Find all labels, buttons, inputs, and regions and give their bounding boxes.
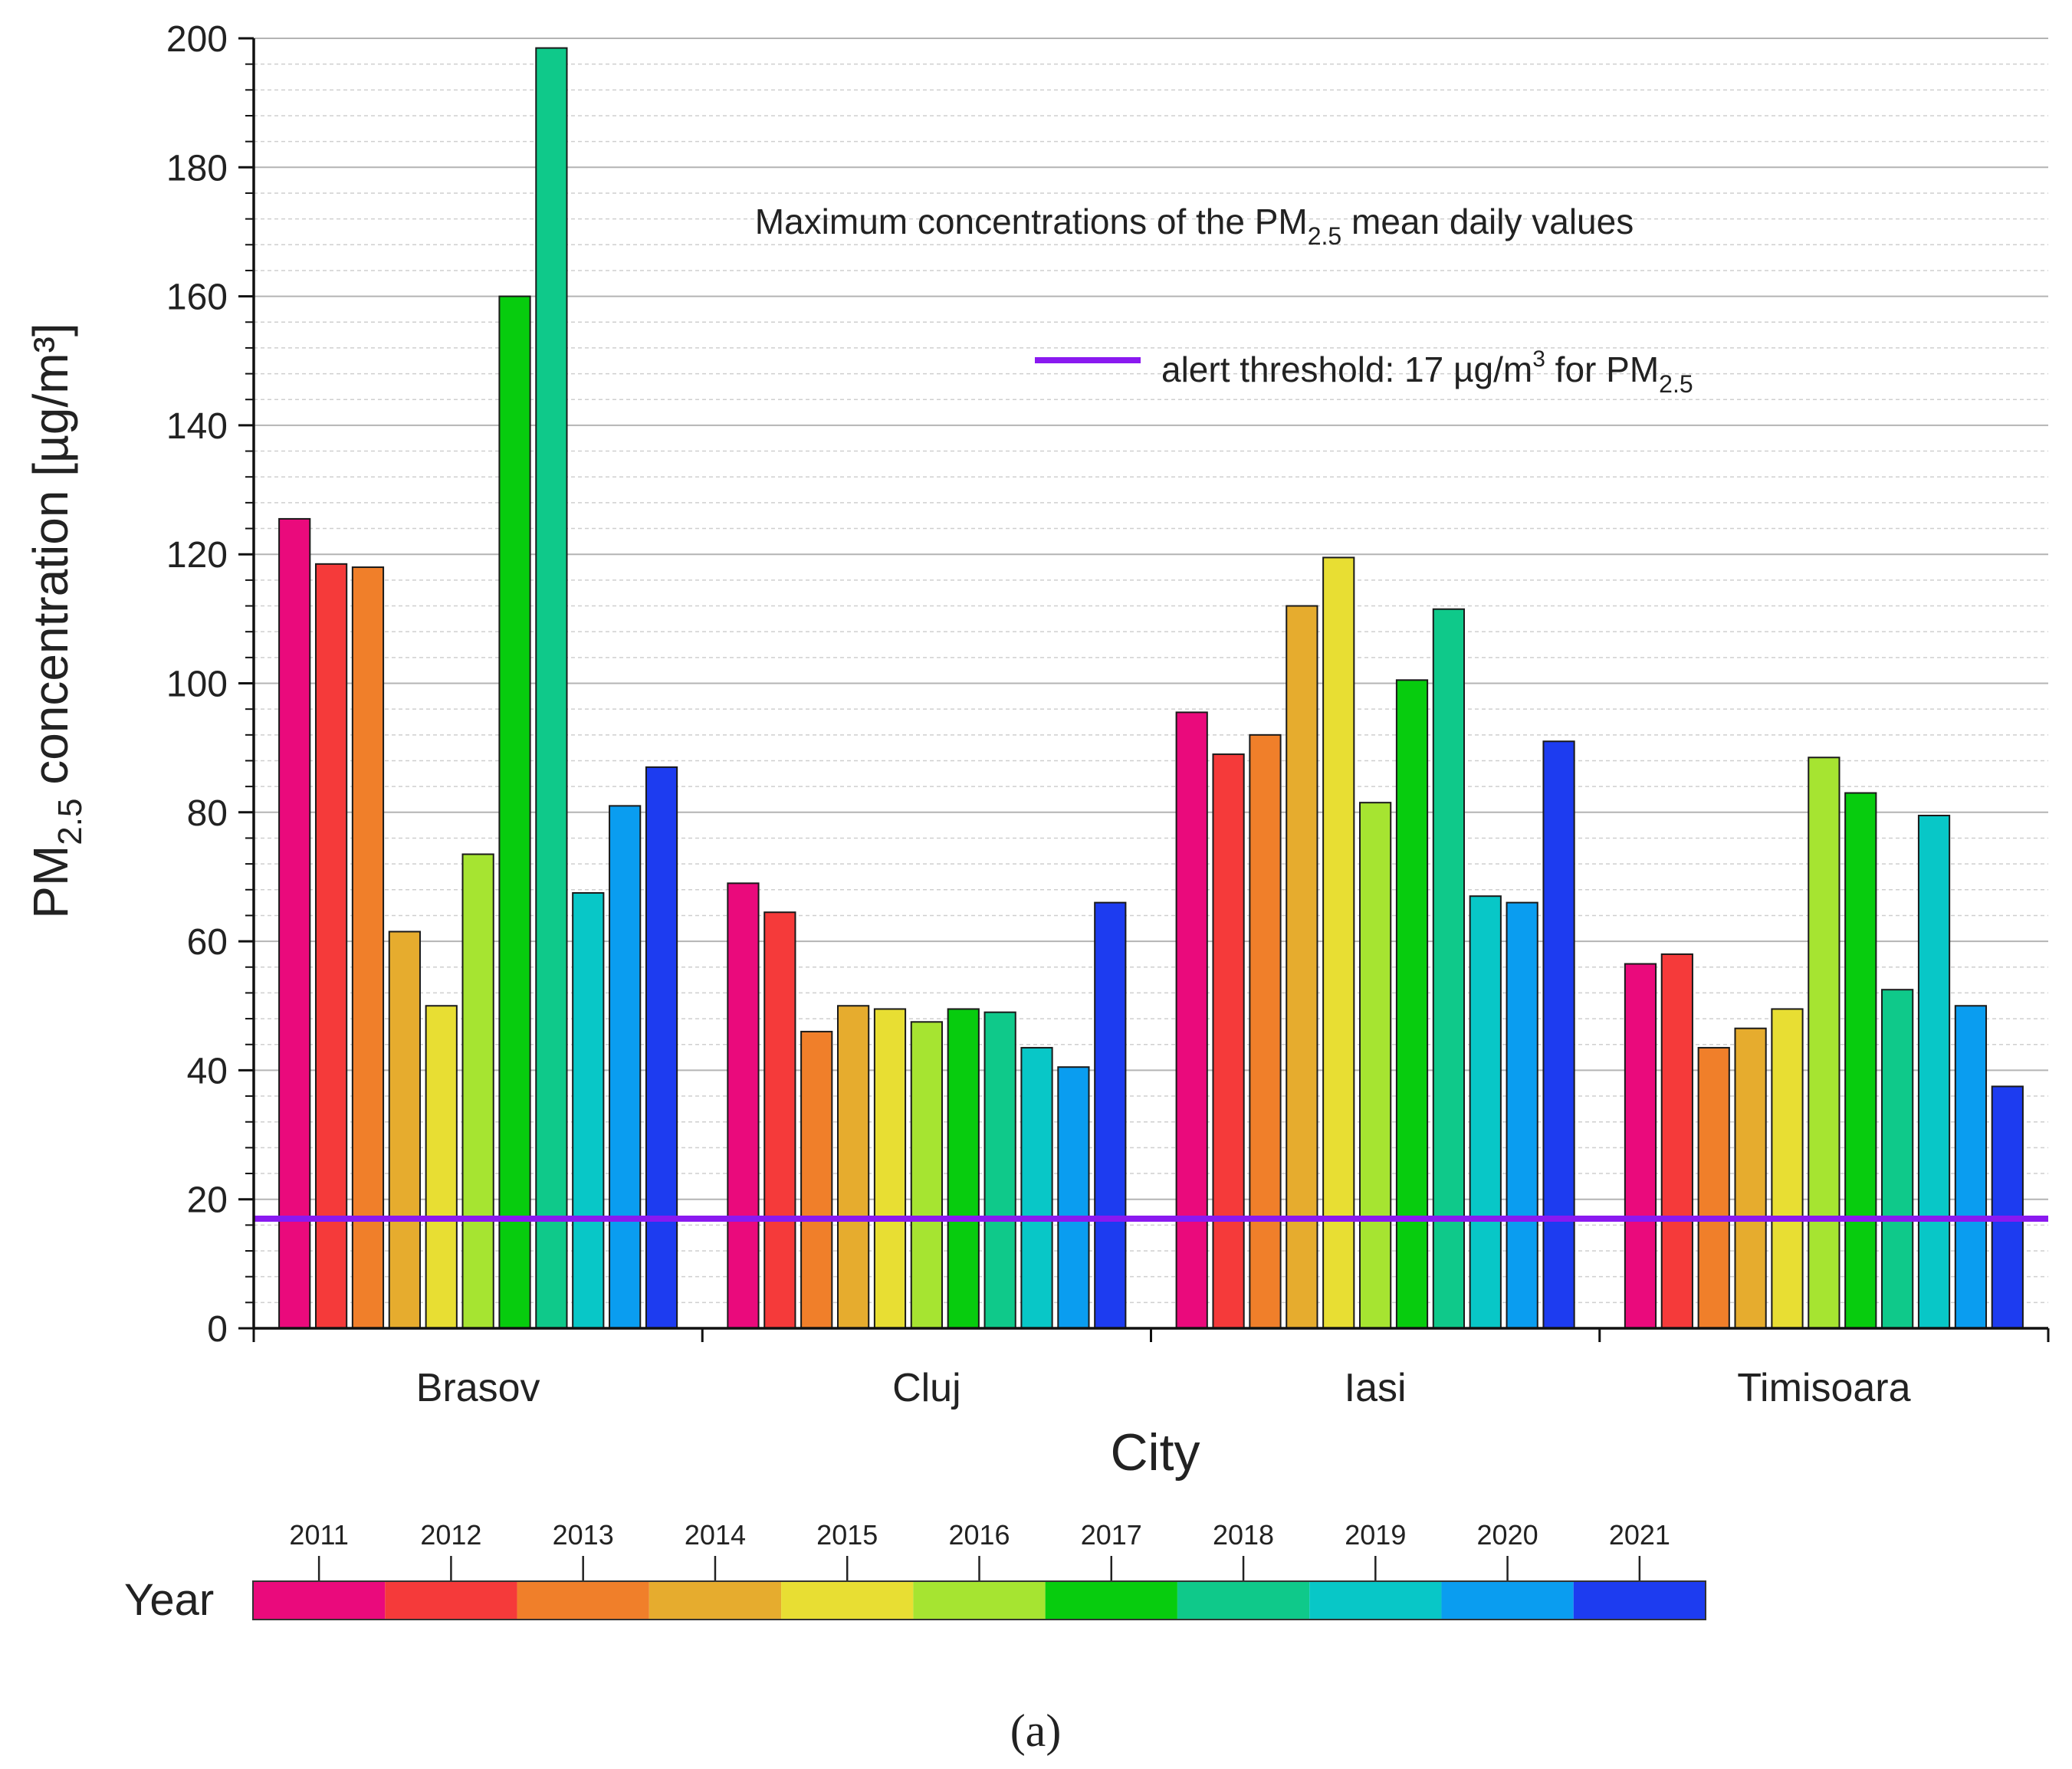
y-tick-labels: 0 20 40 60 80 100 120 140 160 180 200 — [166, 19, 228, 1350]
colorbar-label: Year — [124, 1575, 214, 1625]
y-tick-label: 200 — [166, 19, 228, 60]
y-tick-label: 180 — [166, 148, 228, 189]
colorbar-year-labels: 2011 2012 2013 2014 2015 2016 2017 2018 2019 2020… — [289, 1519, 1670, 1551]
bar-cluj-2012 — [763, 911, 796, 1330]
bar-timisoara-2019 — [1917, 815, 1951, 1329]
colorbar-frame — [252, 1580, 1706, 1620]
y-tick-label: 100 — [166, 665, 228, 705]
colorbar-cell-2021 — [1573, 1581, 1706, 1620]
bar-timisoara-2021 — [1991, 1085, 2024, 1329]
y-tick-label: 80 — [187, 793, 228, 834]
colorbar-year-label: 2014 — [685, 1519, 746, 1551]
bar-timisoara-2014 — [1734, 1027, 1767, 1329]
colorbar-year-label: 2012 — [420, 1519, 481, 1551]
colorbar-cell-2011 — [253, 1581, 386, 1620]
bar-iasi-2015 — [1322, 556, 1355, 1329]
colorbar-cell-2018 — [1177, 1581, 1310, 1620]
bars — [278, 47, 2024, 1330]
bar-timisoara-2012 — [1660, 953, 1693, 1330]
bar-iasi-2018 — [1432, 608, 1466, 1329]
colorbar-cell-2015 — [781, 1581, 914, 1620]
bar-cluj-2020 — [1057, 1066, 1090, 1329]
bar-cluj-2015 — [873, 1008, 907, 1330]
y-tick-label: 20 — [187, 1180, 228, 1221]
x-tick-label: Cluj — [892, 1366, 961, 1410]
bar-brasov-2021 — [645, 766, 678, 1329]
colorbar-cell-2013 — [517, 1581, 649, 1620]
bar-iasi-2020 — [1506, 901, 1538, 1329]
bar-cluj-2011 — [727, 882, 760, 1329]
bar-iasi-2011 — [1175, 711, 1208, 1329]
y-tick-label: 160 — [166, 277, 228, 318]
bar-timisoara-2018 — [1881, 989, 1914, 1330]
bar-iasi-2012 — [1212, 753, 1245, 1329]
x-axis-label: City — [1110, 1423, 1200, 1482]
y-tick-label: 0 — [207, 1309, 228, 1350]
bar-iasi-2017 — [1395, 679, 1429, 1329]
bar-cluj-2013 — [800, 1030, 833, 1330]
bar-iasi-2014 — [1286, 605, 1318, 1329]
bar-cluj-2017 — [947, 1008, 980, 1330]
y-tick-label: 120 — [166, 535, 228, 576]
x-tick-label: Brasov — [416, 1366, 540, 1410]
colorbar-year-label: 2019 — [1345, 1519, 1406, 1551]
colorbar-year-label: 2015 — [816, 1519, 878, 1551]
bar-brasov-2020 — [609, 805, 642, 1329]
y-tick-label: 140 — [166, 406, 228, 447]
bar-brasov-2012 — [314, 563, 348, 1329]
bar-brasov-2016 — [461, 853, 494, 1330]
colorbar-cell-2019 — [1309, 1581, 1442, 1620]
bar-brasov-2017 — [498, 295, 531, 1330]
bar-timisoara-2016 — [1808, 757, 1841, 1329]
colorbar-cell-2017 — [1045, 1581, 1177, 1620]
bar-iasi-2021 — [1542, 740, 1575, 1329]
bar-timisoara-2020 — [1954, 1005, 1988, 1329]
colorbar-cell-2014 — [649, 1581, 782, 1620]
axes — [238, 37, 2050, 1342]
year-colorbar — [252, 1556, 1706, 1620]
bar-timisoara-2013 — [1697, 1046, 1730, 1329]
colorbar-year-label: 2017 — [1081, 1519, 1142, 1551]
colorbar-cell-2016 — [913, 1581, 1046, 1620]
colorbar-year-label: 2011 — [289, 1519, 348, 1551]
legend-threshold-label: alert threshold: 17 µg/m3 for PM2.5 — [1161, 346, 1693, 398]
bar-brasov-2015 — [425, 1005, 458, 1329]
bar-timisoara-2011 — [1624, 963, 1657, 1329]
colorbar-cell-2020 — [1441, 1581, 1574, 1620]
bar-brasov-2014 — [388, 930, 421, 1330]
bar-iasi-2019 — [1469, 895, 1502, 1329]
bar-cluj-2018 — [983, 1011, 1016, 1330]
colorbar-cell-2012 — [385, 1581, 517, 1620]
x-tick-labels: Brasov Cluj Iasi Timisoara — [416, 1366, 1911, 1410]
bar-cluj-2016 — [910, 1021, 943, 1329]
bar-iasi-2016 — [1359, 802, 1392, 1329]
colorbar-year-label: 2021 — [1609, 1519, 1670, 1551]
y-tick-label: 60 — [187, 922, 228, 963]
bar-cluj-2019 — [1020, 1046, 1053, 1329]
y-tick-label: 40 — [187, 1051, 228, 1091]
bar-cluj-2014 — [836, 1005, 870, 1329]
chart-title: Maximum concentrations of the PM2.5 mean… — [755, 202, 1634, 250]
bar-brasov-2018 — [535, 47, 568, 1329]
bar-brasov-2011 — [278, 517, 311, 1329]
colorbar-year-label: 2016 — [948, 1519, 1010, 1551]
bar-brasov-2013 — [351, 566, 385, 1329]
colorbar-year-label: 2013 — [553, 1519, 614, 1551]
bar-brasov-2019 — [572, 891, 605, 1330]
bar-iasi-2013 — [1249, 734, 1282, 1329]
colorbar-year-label: 2018 — [1213, 1519, 1274, 1551]
x-tick-label: Iasi — [1345, 1366, 1407, 1410]
colorbar-year-label: 2020 — [1477, 1519, 1538, 1551]
y-axis-label: PM2.5 concentration [µg/m³] — [23, 323, 89, 918]
panel-label: (a) — [1010, 1705, 1062, 1756]
bar-timisoara-2017 — [1844, 792, 1877, 1330]
bar-cluj-2021 — [1094, 901, 1127, 1329]
x-tick-label: Timisoara — [1737, 1366, 1910, 1410]
bar-timisoara-2015 — [1771, 1008, 1804, 1330]
